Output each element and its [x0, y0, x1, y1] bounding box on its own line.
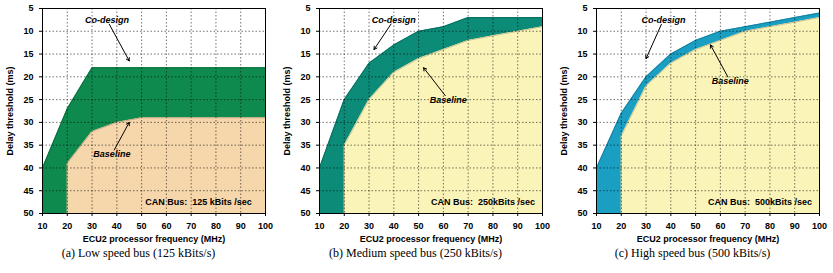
svg-text:Delay threshold (ms): Delay threshold (ms) [5, 66, 15, 155]
svg-text:ECU2 processor frequency (MHz): ECU2 processor frequency (MHz) [360, 234, 503, 244]
svg-text:40: 40 [112, 221, 122, 231]
svg-text:70: 70 [186, 221, 196, 231]
svg-text:35: 35 [23, 140, 33, 150]
svg-text:10: 10 [23, 26, 33, 36]
svg-text:40: 40 [666, 221, 676, 231]
svg-text:70: 70 [740, 221, 750, 231]
svg-text:50: 50 [577, 208, 587, 218]
svg-text:90: 90 [790, 221, 800, 231]
html-text:(c) High speed bus (500 kBits/: (c) High speed bus (500 kBits/s) [614, 246, 771, 260]
svg-text:20: 20 [339, 221, 349, 231]
svg-text:CAN Bus: 125 kBits /sec: CAN Bus: 125 kBits /sec [145, 197, 252, 207]
svg-text:15: 15 [23, 49, 33, 59]
svg-text:40: 40 [389, 221, 399, 231]
svg-text:20: 20 [300, 72, 310, 82]
svg-text:60: 60 [715, 221, 725, 231]
svg-text:35: 35 [577, 140, 587, 150]
svg-text:60: 60 [438, 221, 448, 231]
svg-text:Co-design: Co-design [85, 15, 130, 25]
svg-text:50: 50 [23, 208, 33, 218]
svg-text:CAN Bus: 500kBits /sec: CAN Bus: 500kBits /sec [708, 197, 812, 207]
svg-text:100: 100 [258, 221, 273, 231]
svg-text:30: 30 [364, 221, 374, 231]
svg-text:30: 30 [87, 221, 97, 231]
svg-text:ECU2 processor frequency (MHz): ECU2 processor frequency (MHz) [83, 234, 226, 244]
svg-text:50: 50 [691, 221, 701, 231]
svg-text:30: 30 [300, 117, 310, 127]
svg-text:80: 80 [765, 221, 775, 231]
svg-text:80: 80 [488, 221, 498, 231]
svg-text:20: 20 [23, 72, 33, 82]
html-text:(a) Low speed bus (125 kBits/s: (a) Low speed bus (125 kBits/s) [61, 246, 216, 260]
svg-text:30: 30 [23, 117, 33, 127]
svg-text:90: 90 [513, 221, 523, 231]
svg-text:100: 100 [812, 221, 827, 231]
svg-text:Baseline: Baseline [93, 149, 130, 159]
svg-text:100: 100 [535, 221, 550, 231]
svg-text:Co-design: Co-design [372, 15, 417, 25]
svg-text:80: 80 [211, 221, 221, 231]
svg-text:Delay threshold (ms): Delay threshold (ms) [282, 66, 292, 155]
svg-text:10: 10 [314, 221, 324, 231]
svg-text:10: 10 [591, 221, 601, 231]
svg-text:10: 10 [300, 26, 310, 36]
svg-text:40: 40 [23, 163, 33, 173]
svg-text:50: 50 [300, 208, 310, 218]
svg-text:Co-design: Co-design [641, 15, 686, 25]
svg-text:35: 35 [300, 140, 310, 150]
svg-text:5: 5 [582, 3, 587, 13]
svg-text:50: 50 [137, 221, 147, 231]
svg-text:15: 15 [577, 49, 587, 59]
svg-text:5: 5 [305, 3, 310, 13]
svg-text:25: 25 [23, 94, 33, 104]
svg-text:30: 30 [577, 117, 587, 127]
svg-text:20: 20 [62, 221, 72, 231]
svg-text:25: 25 [577, 94, 587, 104]
svg-text:Delay threshold (ms): Delay threshold (ms) [559, 66, 569, 155]
svg-text:10: 10 [37, 221, 47, 231]
svg-text:Baseline: Baseline [712, 76, 749, 86]
svg-text:20: 20 [577, 72, 587, 82]
svg-text:15: 15 [300, 49, 310, 59]
svg-text:40: 40 [300, 163, 310, 173]
svg-text:10: 10 [577, 26, 587, 36]
svg-text:90: 90 [236, 221, 246, 231]
svg-text:CAN Bus: 250kBits /sec: CAN Bus: 250kBits /sec [431, 197, 535, 207]
svg-text:45: 45 [577, 186, 587, 196]
svg-text:20: 20 [616, 221, 626, 231]
svg-text:45: 45 [300, 186, 310, 196]
svg-text:50: 50 [414, 221, 424, 231]
svg-text:Baseline: Baseline [430, 94, 467, 104]
svg-text:70: 70 [463, 221, 473, 231]
svg-text:60: 60 [161, 221, 171, 231]
svg-text:5: 5 [28, 3, 33, 13]
svg-text:30: 30 [641, 221, 651, 231]
svg-text:25: 25 [300, 94, 310, 104]
svg-text:ECU2 processor frequency (MHz): ECU2 processor frequency (MHz) [637, 234, 780, 244]
svg-text:40: 40 [577, 163, 587, 173]
html-text:(b) Medium speed bus (250 kBit: (b) Medium speed bus (250 kBits/s) [329, 246, 502, 260]
svg-text:45: 45 [23, 186, 33, 196]
